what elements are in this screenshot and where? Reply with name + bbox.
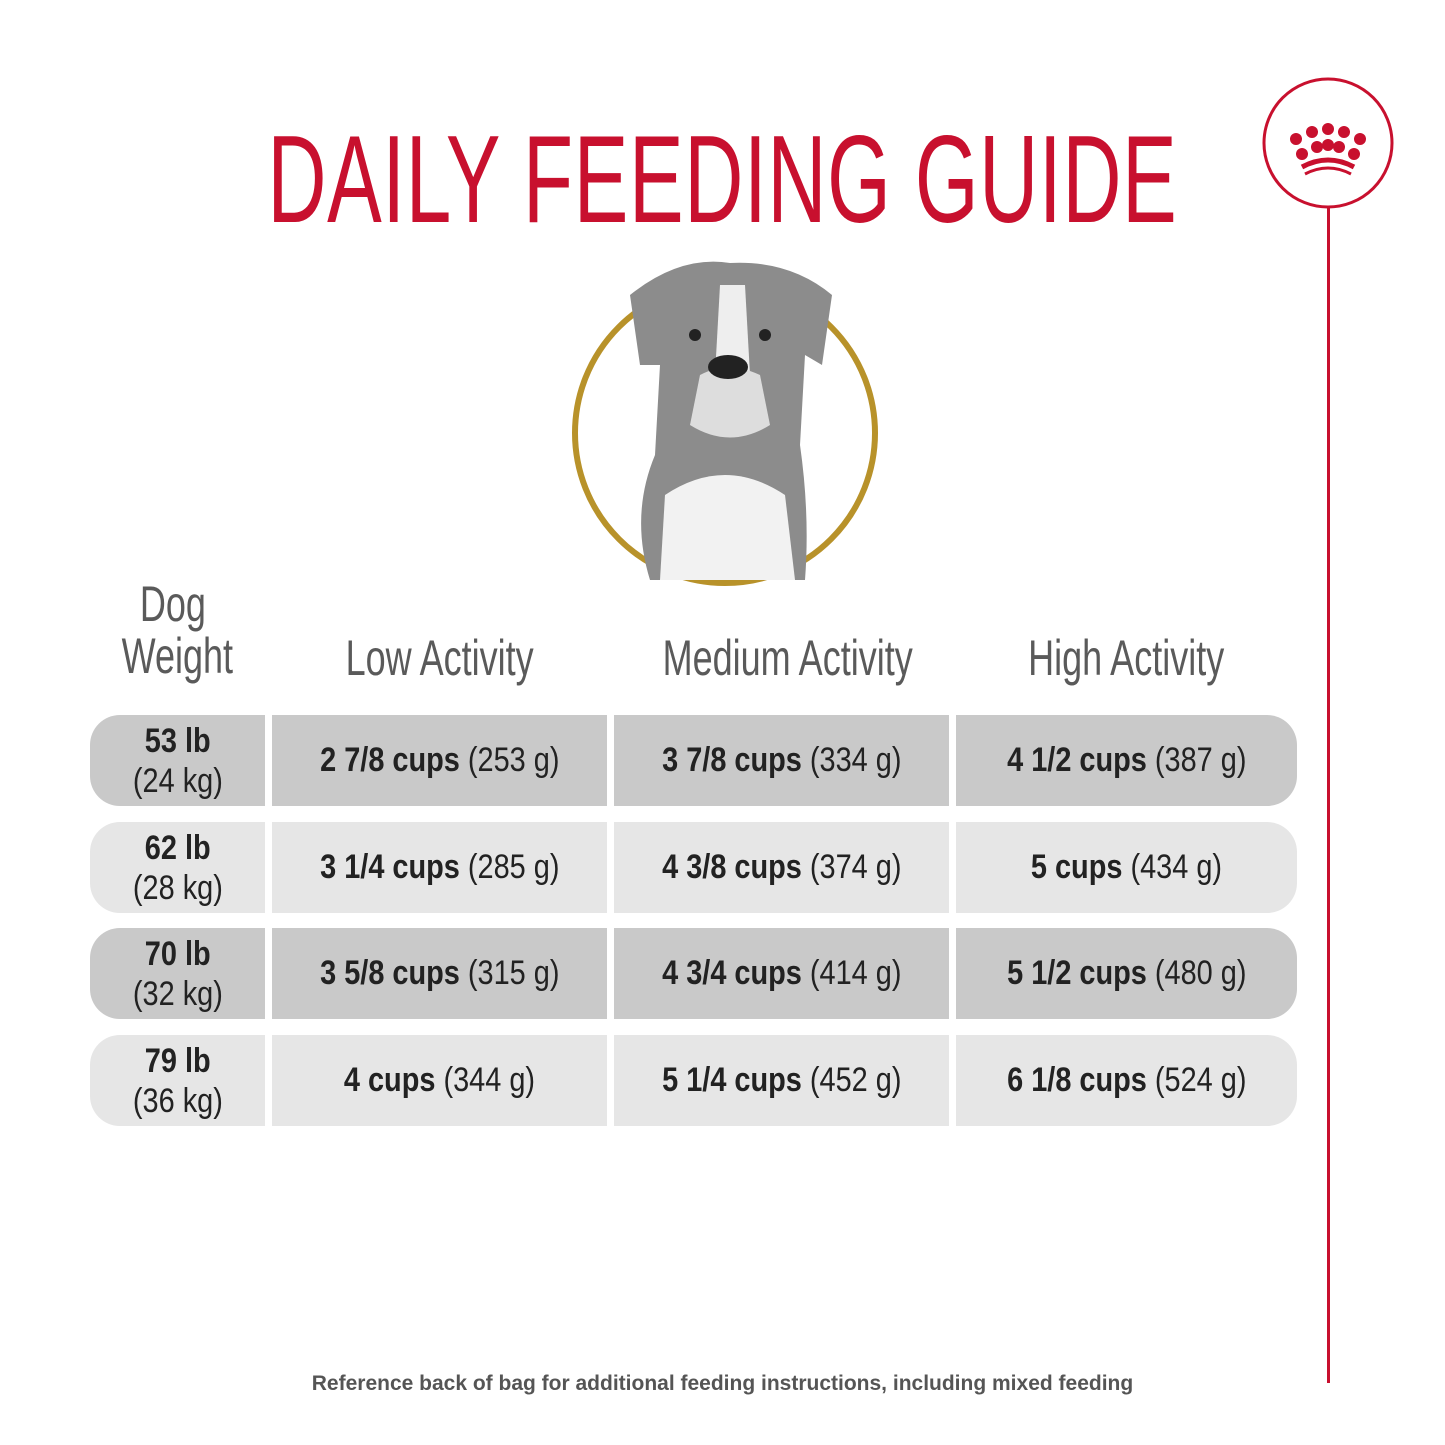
high-activity-cell: 4 1/2 cups (387 g) bbox=[956, 715, 1297, 806]
weight-cell: 70 lb (32 kg) bbox=[90, 928, 265, 1019]
footer-note: Reference back of bag for additional fee… bbox=[311, 1372, 1134, 1395]
page-title: DAILY FEEDING GUIDE bbox=[267, 111, 1178, 249]
table-row: 53 lb (24 kg) 2 7/8 cups (253 g) 3 7/8 cups… bbox=[90, 715, 1297, 806]
medium-activity-cell: 4 3/4 cups (414 g) bbox=[614, 928, 949, 1019]
low-activity-cell: 3 1/4 cups (285 g) bbox=[272, 822, 607, 913]
high-activity-cell: 5 1/2 cups (480 g) bbox=[956, 928, 1297, 1019]
weight-cell: 53 lb (24 kg) bbox=[90, 715, 265, 806]
dog-photo bbox=[572, 261, 878, 586]
crown-icon bbox=[1262, 77, 1394, 209]
low-activity-cell: 2 7/8 cups (253 g) bbox=[272, 715, 607, 806]
table-row: 62 lb (28 kg) 3 1/4 cups (285 g) 4 3/8 cups… bbox=[90, 822, 1297, 913]
medium-activity-cell: 5 1/4 cups (452 g) bbox=[614, 1035, 949, 1126]
table-row: 70 lb (32 kg) 3 5/8 cups (315 g) 4 3/4 cups… bbox=[90, 928, 1297, 1019]
medium-activity-cell: 4 3/8 cups (374 g) bbox=[614, 822, 949, 913]
header-dog-weight: Dog Weight bbox=[121, 576, 234, 684]
medium-activity-cell: 3 7/8 cups (334 g) bbox=[614, 715, 949, 806]
weight-cell: 62 lb (28 kg) bbox=[90, 822, 265, 913]
header-high-activity: High Activity bbox=[1028, 630, 1225, 686]
weight-cell: 79 lb (36 kg) bbox=[90, 1035, 265, 1126]
high-activity-cell: 6 1/8 cups (524 g) bbox=[956, 1035, 1297, 1126]
table-row: 79 lb (36 kg) 4 cups (344 g) 5 1/4 cups (45… bbox=[90, 1035, 1297, 1126]
header-medium-activity: Medium Activity bbox=[662, 630, 913, 686]
low-activity-cell: 3 5/8 cups (315 g) bbox=[272, 928, 607, 1019]
low-activity-cell: 4 cups (344 g) bbox=[272, 1035, 607, 1126]
brand-line bbox=[1327, 208, 1330, 1383]
header-low-activity: Low Activity bbox=[345, 630, 534, 686]
high-activity-cell: 5 cups (434 g) bbox=[956, 822, 1297, 913]
